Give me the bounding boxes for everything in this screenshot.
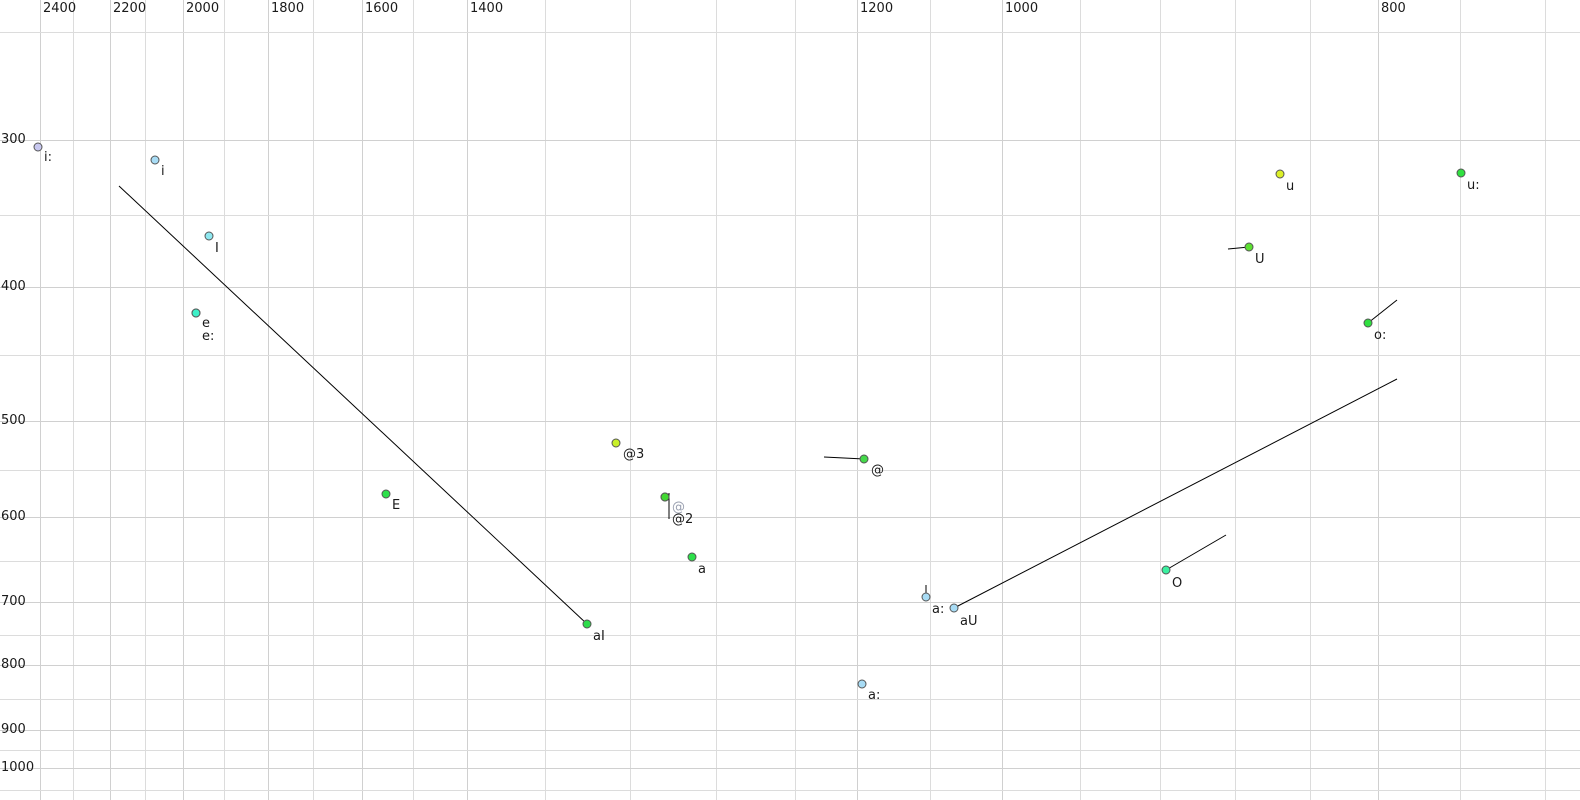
vowel-point-label: a:	[868, 688, 881, 703]
vowel-point-marker[interactable]	[859, 454, 869, 464]
x-axis-tick-label: 1200	[860, 1, 894, 16]
vowel-point-marker[interactable]	[857, 679, 867, 689]
x-axis-tick-label: 1400	[470, 1, 504, 16]
gridline-vertical-minor	[716, 0, 717, 800]
vowel-point-marker[interactable]	[1161, 565, 1171, 575]
vowel-point-label: o:	[1374, 328, 1387, 343]
y-axis-tick-label: 300	[1, 132, 26, 147]
vowel-point-marker[interactable]	[1244, 242, 1254, 252]
gridline-horizontal-minor	[0, 750, 1580, 751]
gridline-horizontal-major	[0, 421, 1580, 422]
vowel-point-marker[interactable]	[582, 619, 592, 629]
vowel-point-label: e:	[202, 329, 215, 344]
gridline-horizontal-minor	[0, 470, 1580, 471]
vowel-point-marker[interactable]	[921, 592, 931, 602]
y-axis-tick-label: 1000	[1, 760, 35, 775]
vowel-point-marker[interactable]	[33, 142, 43, 152]
y-axis-tick-label: 900	[1, 722, 26, 737]
y-axis-tick-label: 800	[1, 657, 26, 672]
x-axis-tick-label: 2000	[186, 1, 220, 16]
vowel-point-label: a	[698, 562, 706, 577]
vowel-point-label: I	[215, 241, 219, 256]
vowel-point-marker[interactable]	[949, 603, 959, 613]
gridline-vertical-minor	[1460, 0, 1461, 800]
vowel-point-marker[interactable]	[687, 552, 697, 562]
vowel-point-label: O	[1172, 576, 1183, 591]
gridline-horizontal-major	[0, 665, 1580, 666]
vowel-point-label: i:	[44, 150, 52, 165]
gridline-horizontal-major	[0, 517, 1580, 518]
y-axis-tick-label: 600	[1, 509, 26, 524]
vowel-point-marker[interactable]	[1456, 168, 1466, 178]
gridline-horizontal-major	[0, 140, 1580, 141]
vowel-point-marker[interactable]	[1363, 318, 1373, 328]
gridline-horizontal-major	[0, 287, 1580, 288]
gridline-horizontal-minor	[0, 355, 1580, 356]
gridline-vertical-major	[857, 0, 858, 800]
gridline-vertical-minor	[73, 0, 74, 800]
vowel-point-label: @3	[623, 447, 645, 462]
vowel-point-marker[interactable]	[381, 489, 391, 499]
vowel-point-label: aI	[593, 629, 605, 644]
x-axis-tick-label: 1600	[365, 1, 399, 16]
gridline-vertical-minor	[630, 0, 631, 800]
gridline-horizontal-minor	[0, 561, 1580, 562]
vowel-point-label: @2	[672, 512, 694, 527]
gridline-horizontal-minor	[0, 790, 1580, 791]
gridline-vertical-minor	[1545, 0, 1546, 800]
vowel-point-label: u:	[1467, 178, 1480, 193]
vowel-point-label: E	[392, 498, 401, 513]
x-axis-tick-label: 800	[1381, 1, 1406, 16]
vowel-point-marker[interactable]	[660, 492, 670, 502]
gridline-horizontal-major	[0, 602, 1580, 603]
vowel-point-label: U	[1255, 252, 1265, 267]
gridline-horizontal-minor	[0, 32, 1580, 33]
vowel-point-label: @	[871, 463, 884, 478]
x-axis-tick-label: 2200	[113, 1, 147, 16]
vowel-point-label: a:	[932, 602, 945, 617]
gridline-vertical-major	[110, 0, 111, 800]
x-axis-tick-label: 2400	[43, 1, 77, 16]
gridline-horizontal-major	[0, 730, 1580, 731]
vowel-point-marker[interactable]	[191, 308, 201, 318]
vowel-point-label: u	[1286, 179, 1295, 194]
gridline-horizontal-major	[0, 768, 1580, 769]
gridline-vertical-minor	[930, 0, 931, 800]
vowel-point-marker[interactable]	[611, 438, 621, 448]
y-axis-tick-label: 400	[1, 279, 26, 294]
y-axis-tick-label: 500	[1, 413, 26, 428]
gridline-vertical-minor	[795, 0, 796, 800]
vowel-point-marker[interactable]	[1275, 169, 1285, 179]
vowel-point-marker[interactable]	[150, 155, 160, 165]
x-axis-tick-label: 1800	[271, 1, 305, 16]
x-axis-tick-label: 1000	[1005, 1, 1039, 16]
gridline-vertical-major	[40, 0, 41, 800]
vowel-point-label: @	[672, 500, 685, 515]
gridline-horizontal-minor	[0, 215, 1580, 216]
y-axis-tick-label: 700	[1, 594, 26, 609]
gridline-horizontal-minor	[0, 635, 1580, 636]
gridline-horizontal-minor	[0, 699, 1580, 700]
vowel-point-label: aU	[960, 614, 978, 629]
vowel-point-marker[interactable]	[204, 231, 214, 241]
vowel-point-label: i	[161, 164, 165, 179]
